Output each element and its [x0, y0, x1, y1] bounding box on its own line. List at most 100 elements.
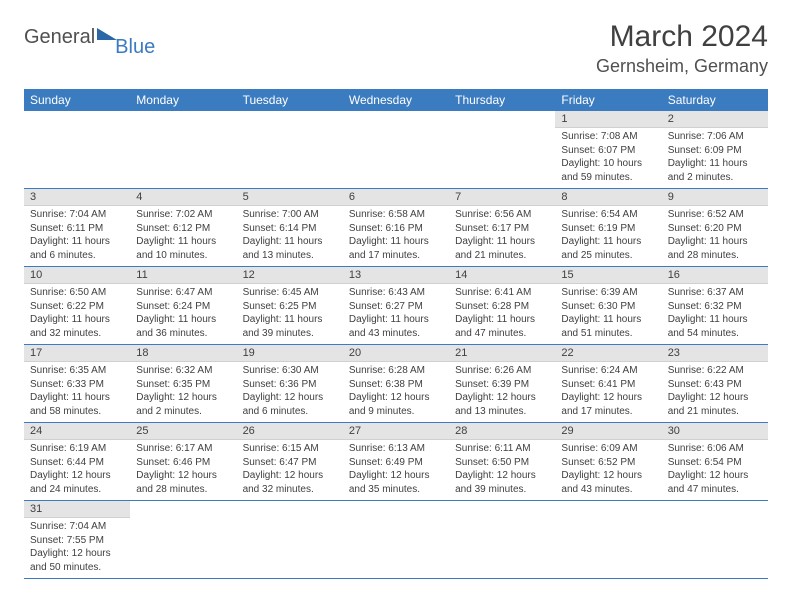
- day-info: Sunrise: 6:54 AMSunset: 6:19 PMDaylight:…: [555, 206, 661, 266]
- sunrise-text: Sunrise: 6:58 AM: [349, 208, 443, 222]
- sunset-text: Sunset: 6:41 PM: [561, 378, 655, 392]
- calendar-cell: [662, 501, 768, 579]
- calendar-cell: 22Sunrise: 6:24 AMSunset: 6:41 PMDayligh…: [555, 345, 661, 423]
- day-number: 4: [130, 189, 236, 206]
- daylight-line1: Daylight: 12 hours: [30, 547, 124, 561]
- calendar-cell: 18Sunrise: 6:32 AMSunset: 6:35 PMDayligh…: [130, 345, 236, 423]
- day-info: Sunrise: 6:50 AMSunset: 6:22 PMDaylight:…: [24, 284, 130, 344]
- title-block: March 2024 Gernsheim, Germany: [596, 20, 768, 77]
- calendar-cell: 9Sunrise: 6:52 AMSunset: 6:20 PMDaylight…: [662, 189, 768, 267]
- sunrise-text: Sunrise: 6:41 AM: [455, 286, 549, 300]
- day-number: 18: [130, 345, 236, 362]
- daylight-line2: and 54 minutes.: [668, 327, 762, 341]
- daylight-line1: Daylight: 11 hours: [349, 235, 443, 249]
- daylight-line2: and 32 minutes.: [30, 327, 124, 341]
- daylight-line2: and 24 minutes.: [30, 483, 124, 497]
- day-number: 19: [237, 345, 343, 362]
- sunrise-text: Sunrise: 6:32 AM: [136, 364, 230, 378]
- day-info: Sunrise: 6:19 AMSunset: 6:44 PMDaylight:…: [24, 440, 130, 500]
- daylight-line2: and 39 minutes.: [455, 483, 549, 497]
- day-number: 16: [662, 267, 768, 284]
- calendar-cell: [24, 111, 130, 189]
- sunrise-text: Sunrise: 6:28 AM: [349, 364, 443, 378]
- calendar-cell: 27Sunrise: 6:13 AMSunset: 6:49 PMDayligh…: [343, 423, 449, 501]
- sunset-text: Sunset: 6:36 PM: [243, 378, 337, 392]
- daylight-line2: and 39 minutes.: [243, 327, 337, 341]
- day-info: Sunrise: 6:58 AMSunset: 6:16 PMDaylight:…: [343, 206, 449, 266]
- calendar-cell: 23Sunrise: 6:22 AMSunset: 6:43 PMDayligh…: [662, 345, 768, 423]
- day-number: 7: [449, 189, 555, 206]
- week-row: 3Sunrise: 7:04 AMSunset: 6:11 PMDaylight…: [24, 189, 768, 267]
- day-info: Sunrise: 6:26 AMSunset: 6:39 PMDaylight:…: [449, 362, 555, 422]
- daylight-line1: Daylight: 10 hours: [561, 157, 655, 171]
- sunrise-text: Sunrise: 6:22 AM: [668, 364, 762, 378]
- daylight-line2: and 9 minutes.: [349, 405, 443, 419]
- daylight-line1: Daylight: 11 hours: [243, 235, 337, 249]
- sunset-text: Sunset: 6:27 PM: [349, 300, 443, 314]
- sunrise-text: Sunrise: 7:08 AM: [561, 130, 655, 144]
- daylight-line1: Daylight: 12 hours: [349, 391, 443, 405]
- week-row: 17Sunrise: 6:35 AMSunset: 6:33 PMDayligh…: [24, 345, 768, 423]
- calendar-cell: 11Sunrise: 6:47 AMSunset: 6:24 PMDayligh…: [130, 267, 236, 345]
- day-number: 14: [449, 267, 555, 284]
- sunrise-text: Sunrise: 6:24 AM: [561, 364, 655, 378]
- day-info: Sunrise: 6:22 AMSunset: 6:43 PMDaylight:…: [662, 362, 768, 422]
- sunset-text: Sunset: 6:44 PM: [30, 456, 124, 470]
- calendar-cell: 16Sunrise: 6:37 AMSunset: 6:32 PMDayligh…: [662, 267, 768, 345]
- day-info: Sunrise: 6:13 AMSunset: 6:49 PMDaylight:…: [343, 440, 449, 500]
- calendar-cell: 25Sunrise: 6:17 AMSunset: 6:46 PMDayligh…: [130, 423, 236, 501]
- calendar-cell: 8Sunrise: 6:54 AMSunset: 6:19 PMDaylight…: [555, 189, 661, 267]
- sunset-text: Sunset: 6:50 PM: [455, 456, 549, 470]
- day-info: Sunrise: 6:56 AMSunset: 6:17 PMDaylight:…: [449, 206, 555, 266]
- sunrise-text: Sunrise: 6:39 AM: [561, 286, 655, 300]
- calendar-cell: 31Sunrise: 7:04 AMSunset: 7:55 PMDayligh…: [24, 501, 130, 579]
- day-info: Sunrise: 6:11 AMSunset: 6:50 PMDaylight:…: [449, 440, 555, 500]
- day-info: Sunrise: 6:35 AMSunset: 6:33 PMDaylight:…: [24, 362, 130, 422]
- month-title: March 2024: [596, 20, 768, 54]
- daylight-line2: and 43 minutes.: [349, 327, 443, 341]
- daylight-line1: Daylight: 12 hours: [243, 391, 337, 405]
- day-number: 6: [343, 189, 449, 206]
- sunset-text: Sunset: 6:09 PM: [668, 144, 762, 158]
- daylight-line1: Daylight: 12 hours: [136, 391, 230, 405]
- sunset-text: Sunset: 6:22 PM: [30, 300, 124, 314]
- sunset-text: Sunset: 6:12 PM: [136, 222, 230, 236]
- sunrise-text: Sunrise: 6:45 AM: [243, 286, 337, 300]
- sunrise-text: Sunrise: 6:35 AM: [30, 364, 124, 378]
- sunset-text: Sunset: 6:54 PM: [668, 456, 762, 470]
- daylight-line1: Daylight: 11 hours: [455, 235, 549, 249]
- day-info: Sunrise: 7:06 AMSunset: 6:09 PMDaylight:…: [662, 128, 768, 188]
- day-number: 13: [343, 267, 449, 284]
- day-number: 28: [449, 423, 555, 440]
- daylight-line1: Daylight: 12 hours: [243, 469, 337, 483]
- calendar-cell: 10Sunrise: 6:50 AMSunset: 6:22 PMDayligh…: [24, 267, 130, 345]
- calendar-cell: 24Sunrise: 6:19 AMSunset: 6:44 PMDayligh…: [24, 423, 130, 501]
- day-number: 2: [662, 111, 768, 128]
- day-info: Sunrise: 7:00 AMSunset: 6:14 PMDaylight:…: [237, 206, 343, 266]
- week-row: 1Sunrise: 7:08 AMSunset: 6:07 PMDaylight…: [24, 111, 768, 189]
- day-info: Sunrise: 6:47 AMSunset: 6:24 PMDaylight:…: [130, 284, 236, 344]
- daylight-line1: Daylight: 12 hours: [668, 469, 762, 483]
- sunset-text: Sunset: 6:49 PM: [349, 456, 443, 470]
- daylight-line1: Daylight: 12 hours: [349, 469, 443, 483]
- daylight-line1: Daylight: 12 hours: [561, 391, 655, 405]
- day-info: Sunrise: 6:24 AMSunset: 6:41 PMDaylight:…: [555, 362, 661, 422]
- sunrise-text: Sunrise: 6:09 AM: [561, 442, 655, 456]
- sunset-text: Sunset: 6:38 PM: [349, 378, 443, 392]
- day-info: Sunrise: 6:17 AMSunset: 6:46 PMDaylight:…: [130, 440, 236, 500]
- sunrise-text: Sunrise: 6:13 AM: [349, 442, 443, 456]
- sunset-text: Sunset: 6:11 PM: [30, 222, 124, 236]
- calendar-cell: 29Sunrise: 6:09 AMSunset: 6:52 PMDayligh…: [555, 423, 661, 501]
- sunrise-text: Sunrise: 6:30 AM: [243, 364, 337, 378]
- day-info: Sunrise: 6:45 AMSunset: 6:25 PMDaylight:…: [237, 284, 343, 344]
- day-info: Sunrise: 6:15 AMSunset: 6:47 PMDaylight:…: [237, 440, 343, 500]
- daylight-line2: and 47 minutes.: [668, 483, 762, 497]
- sunrise-text: Sunrise: 6:47 AM: [136, 286, 230, 300]
- day-number: 10: [24, 267, 130, 284]
- sunset-text: Sunset: 6:16 PM: [349, 222, 443, 236]
- daylight-line2: and 21 minutes.: [455, 249, 549, 263]
- daylight-line2: and 43 minutes.: [561, 483, 655, 497]
- sunset-text: Sunset: 6:25 PM: [243, 300, 337, 314]
- daylight-line2: and 10 minutes.: [136, 249, 230, 263]
- daylight-line2: and 35 minutes.: [349, 483, 443, 497]
